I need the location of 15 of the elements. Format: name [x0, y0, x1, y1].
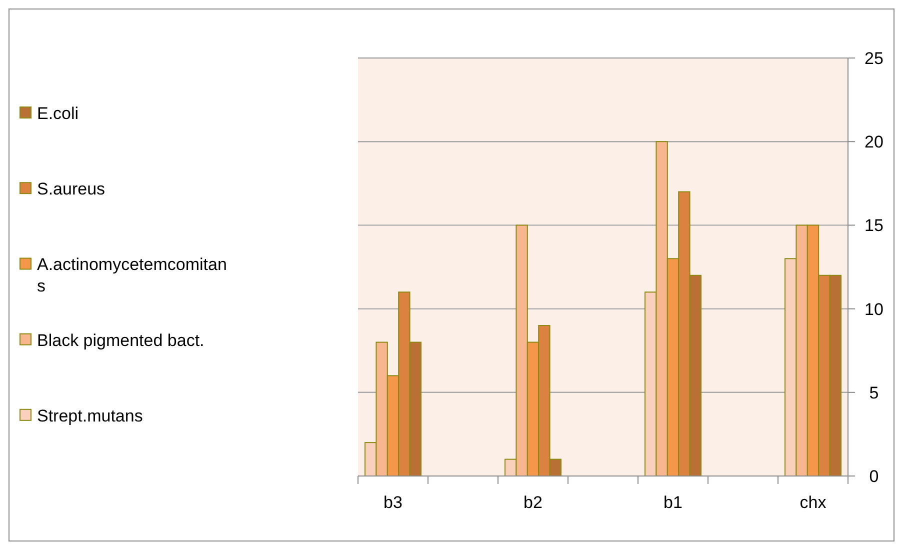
legend-label: E.coli — [37, 104, 79, 123]
legend-label: A.actinomycetemcomitans — [37, 255, 227, 296]
y-tick-label: 20 — [864, 132, 884, 152]
x-tick-label: b1 — [664, 493, 682, 512]
x-tick-label: b3 — [384, 493, 402, 512]
y-tick-label: 5 — [869, 383, 879, 402]
legend-label: S.aureus — [37, 180, 106, 199]
y-tick-label: 10 — [864, 300, 884, 319]
x-tick-label: chx — [800, 493, 827, 512]
legend-label: Strept.mutans — [37, 406, 143, 426]
legend-label: Black pigmented bact. — [37, 330, 204, 350]
y-tick-label: 25 — [864, 48, 884, 68]
y-tick-label: 0 — [869, 466, 879, 486]
y-tick-label: 15 — [864, 216, 884, 236]
x-tick-label: b2 — [524, 493, 542, 512]
